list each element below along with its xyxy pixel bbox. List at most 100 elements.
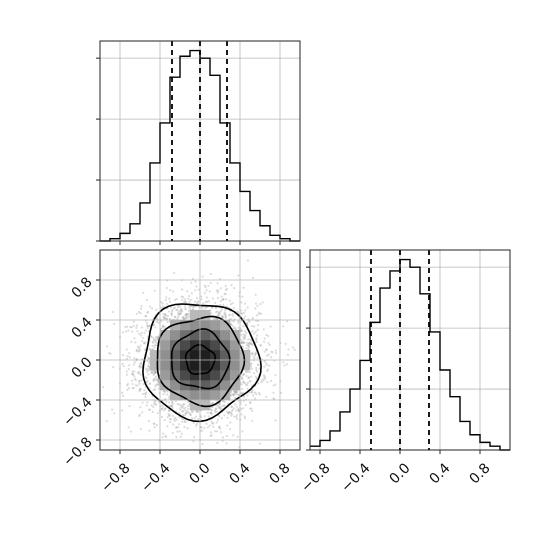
scatter-point	[170, 314, 173, 317]
scatter-point	[165, 435, 168, 438]
scatter-point	[165, 314, 168, 317]
scatter-point	[131, 330, 134, 333]
scatter-point	[209, 272, 212, 275]
scatter-point	[160, 407, 164, 411]
scatter-point	[183, 317, 186, 320]
scatter-point	[134, 378, 137, 382]
scatter-point	[205, 422, 208, 425]
scatter-point	[209, 411, 212, 415]
scatter-point	[209, 412, 212, 415]
scatter-point	[239, 328, 243, 331]
scatter-point	[237, 274, 240, 277]
density-cell	[160, 380, 171, 391]
scatter-point	[205, 306, 209, 309]
scatter-point	[230, 410, 233, 413]
scatter-point	[165, 296, 168, 299]
scatter-point	[259, 344, 262, 347]
scatter-point	[212, 422, 215, 425]
scatter-point	[162, 315, 165, 318]
scatter-point	[144, 376, 147, 379]
density-cell	[170, 330, 181, 341]
scatter-point	[255, 366, 258, 370]
scatter-point	[237, 409, 240, 412]
density-cell	[170, 370, 181, 381]
scatter-point	[150, 335, 153, 339]
scatter-point	[180, 432, 183, 435]
scatter-point	[154, 371, 157, 375]
scatter-point	[253, 397, 257, 400]
scatter-point	[262, 340, 266, 343]
density-cell	[180, 330, 191, 341]
scatter-point	[144, 315, 147, 318]
scatter-point	[231, 393, 234, 396]
scatter-point	[251, 389, 254, 392]
scatter-point	[125, 370, 128, 373]
scatter-point	[168, 317, 172, 321]
scatter-point	[224, 288, 228, 292]
scatter-point	[167, 409, 171, 412]
scatter-point	[210, 434, 213, 437]
scatter-point	[145, 370, 149, 373]
scatter-point	[262, 328, 265, 331]
scatter-point	[203, 291, 206, 294]
scatter-point	[176, 308, 179, 312]
scatter-point	[237, 326, 240, 329]
scatter-point	[210, 411, 213, 414]
scatter-point	[241, 345, 245, 348]
scatter-point	[178, 313, 181, 316]
scatter-point	[181, 298, 184, 301]
scatter-point	[218, 425, 221, 428]
scatter-point	[214, 306, 218, 310]
scatter-point	[242, 333, 245, 336]
scatter-point	[234, 392, 237, 395]
scatter-point	[166, 425, 169, 428]
scatter-point	[242, 286, 245, 289]
scatter-point	[214, 408, 217, 411]
scatter-point	[220, 295, 223, 298]
scatter-point	[270, 356, 273, 359]
scatter-point	[233, 287, 236, 290]
scatter-point	[174, 400, 177, 403]
density-cell	[180, 370, 191, 381]
scatter-point	[163, 390, 166, 393]
scatter-point	[180, 295, 183, 298]
scatter-point	[122, 365, 125, 368]
scatter-point	[139, 349, 142, 352]
scatter-point	[174, 315, 177, 318]
scatter-point	[168, 289, 172, 292]
scatter-point	[150, 404, 153, 407]
scatter-point	[151, 371, 154, 374]
scatter-point	[251, 330, 254, 333]
scatter-point	[185, 313, 189, 316]
scatter-point	[279, 391, 283, 394]
scatter-point	[154, 403, 158, 406]
scatter-point	[250, 362, 253, 365]
scatter-point	[233, 393, 236, 396]
scatter-point	[138, 388, 141, 391]
scatter-point	[181, 316, 184, 319]
scatter-point	[183, 304, 187, 307]
axis-ticks	[306, 266, 481, 454]
scatter-point	[200, 295, 203, 298]
scatter-point	[261, 301, 264, 304]
scatter-point	[245, 343, 248, 346]
scatter-point	[225, 410, 229, 413]
scatter-point	[187, 309, 191, 312]
scatter-point	[181, 405, 184, 408]
scatter-point	[142, 291, 145, 294]
scatter-point	[153, 338, 156, 341]
density-cell	[170, 350, 181, 361]
scatter-point	[197, 300, 200, 303]
scatter-point	[265, 362, 268, 365]
axis-ticks	[96, 279, 281, 454]
scatter-point	[217, 402, 220, 406]
scatter-point	[201, 442, 204, 446]
scatter-point	[162, 389, 165, 393]
scatter-point	[211, 306, 214, 309]
scatter-point	[186, 316, 190, 319]
x-tick-label: 0.0	[387, 460, 414, 487]
scatter-point	[203, 415, 206, 418]
scatter-point	[240, 301, 243, 304]
scatter-point	[160, 320, 163, 323]
scatter-point	[251, 343, 254, 347]
